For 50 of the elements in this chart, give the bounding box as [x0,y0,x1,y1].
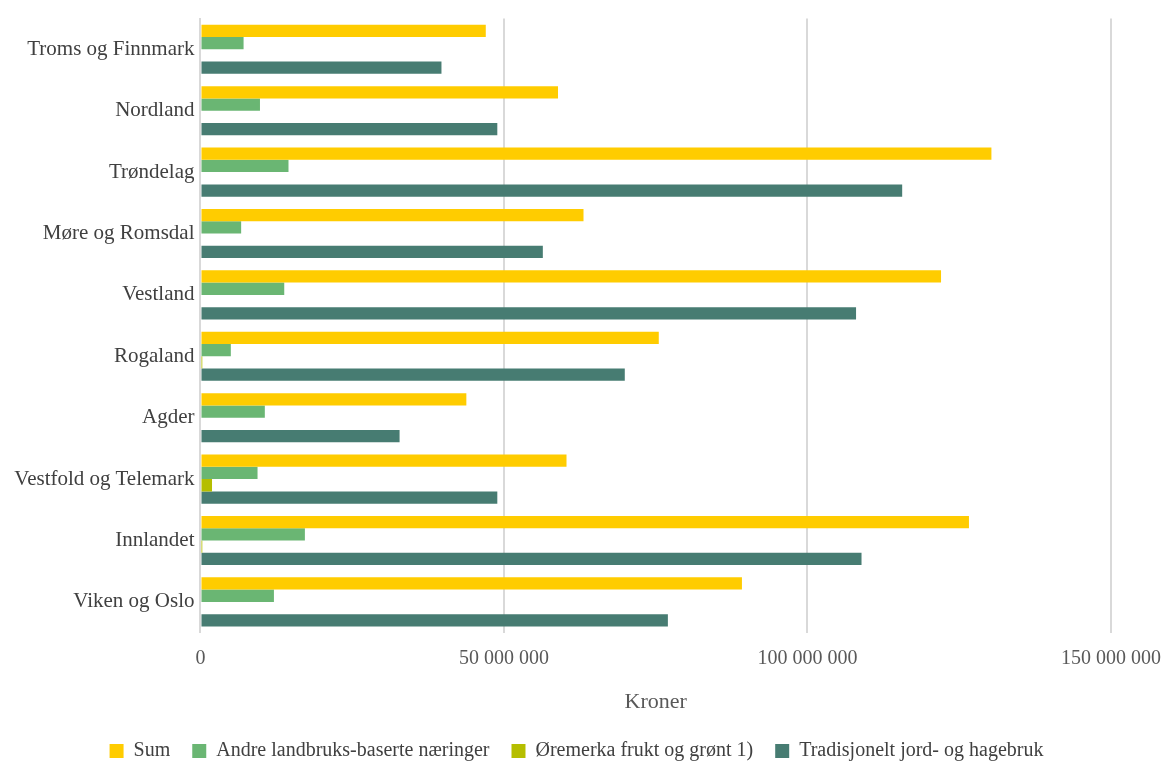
bar [201,552,862,566]
y-tick-label: Møre og Romsdal [42,220,195,245]
bar [201,614,668,627]
bar [201,221,242,234]
y-tick-label: Vestland [122,281,195,306]
bar [201,24,486,38]
x-tick-label: 150 000 000 [1061,645,1161,668]
bar [201,331,659,345]
bar [201,479,213,492]
bar [201,270,942,283]
bar [201,528,305,541]
bar [201,429,400,443]
bar [201,37,244,50]
bar [201,405,265,418]
bar [201,245,543,259]
bar [201,122,498,136]
x-tick-label: 50 000 000 [458,645,549,668]
y-tick-label: Rogaland [113,342,195,367]
y-tick-label: Nordland [115,97,195,122]
bar [201,577,742,590]
bar [201,466,258,480]
bar [201,307,857,320]
bar [201,491,498,504]
bar [201,86,559,99]
bar [201,344,231,357]
x-axis-title: Kroner [624,687,688,713]
legend-label: Andre landbruks-baserte næringer [216,738,490,762]
bar [201,159,289,173]
bar [201,282,285,295]
bar [201,98,260,111]
bar [201,61,442,74]
bar [201,147,992,160]
y-tick-label: Troms og Finnmark [27,35,195,60]
legend-label: Sum [133,738,171,761]
y-tick-label: Trøndelag [108,158,195,183]
y-tick-label: Vestfold og Telemark [14,465,195,490]
bar [201,368,625,381]
y-tick-label: Innlandet [115,527,195,552]
bar [201,515,969,529]
y-tick-label: Agder [141,404,195,429]
x-tick-label: 0 [195,645,206,668]
legend-label: Tradisjonelt jord- og hagebruk [799,738,1044,762]
bar [201,454,567,467]
x-tick-label: 100 000 000 [757,645,858,668]
bar [201,589,274,602]
legend-label: Øremerka frukt og grønt 1) [535,738,754,762]
bar [201,208,584,222]
bar [201,393,467,406]
y-tick-label: Viken og Oslo [73,588,195,613]
bar [201,184,903,197]
